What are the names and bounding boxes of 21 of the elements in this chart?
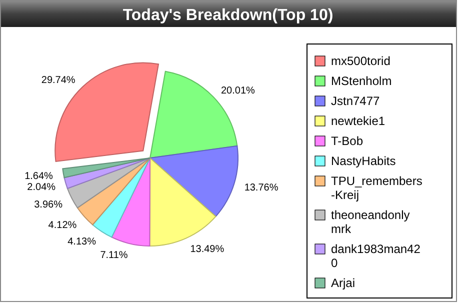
legend-label: newtekie1 — [331, 114, 386, 128]
data-label: 4.12% — [48, 220, 77, 231]
legend-label: mx500torid — [331, 54, 390, 68]
data-label: 13.76% — [244, 182, 278, 194]
legend-label: TPU_remembers-Kreij — [331, 174, 422, 202]
legend-label: T-Bob — [331, 134, 364, 148]
data-label: 2.04% — [27, 182, 56, 194]
legend-label: dank1983man420 — [331, 242, 421, 270]
data-label: 13.49% — [190, 244, 224, 255]
data-label: 1.64% — [24, 171, 54, 182]
data-label: 29.74% — [41, 75, 76, 86]
legend-label: Jstn7477 — [331, 94, 380, 108]
chart-title: Today's Breakdown(Top 10) — [122, 7, 334, 24]
legend-label: theoneandonlymrk — [331, 208, 410, 236]
data-label: 20.01% — [220, 86, 256, 97]
data-label: 7.11% — [100, 250, 128, 262]
legend-label: NastyHabits — [331, 154, 396, 168]
data-label: 3.96% — [34, 199, 63, 210]
data-label: 4.13% — [68, 236, 96, 248]
legend-label: Arjai — [331, 276, 356, 290]
legend-label: MStenholm — [331, 74, 392, 88]
